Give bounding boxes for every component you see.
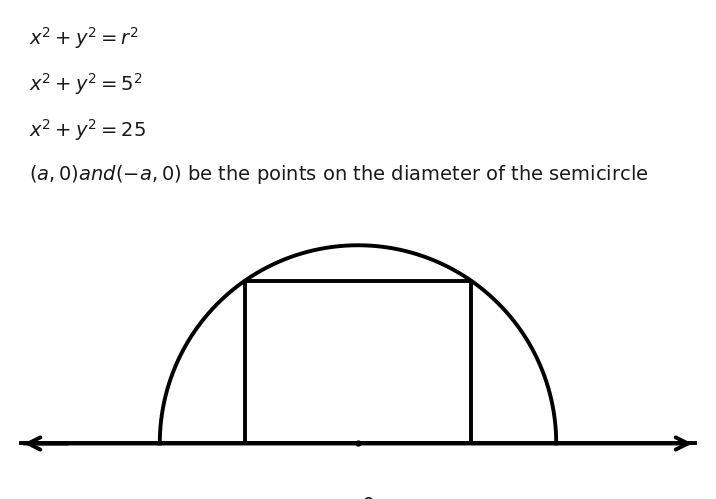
Text: $(a,0)$$\mathit{and}$$(-a,0)$ be the points on the diameter of the semicircle: $(a,0)$$\mathit{and}$$(-a,0)$ be the poi… — [29, 164, 648, 187]
Text: $(-a,0)$: $(-a,0)$ — [210, 497, 281, 499]
Text: $x^2 + y^2 = r^2$: $x^2 + y^2 = r^2$ — [29, 25, 138, 51]
Text: $x^2 + y^2 = 5^2$: $x^2 + y^2 = 5^2$ — [29, 71, 142, 97]
Text: $(a,0)$: $(a,0)$ — [445, 497, 498, 499]
Text: $0$: $0$ — [361, 497, 375, 499]
Text: $x^2 + y^2 = 25$: $x^2 + y^2 = 25$ — [29, 117, 145, 143]
